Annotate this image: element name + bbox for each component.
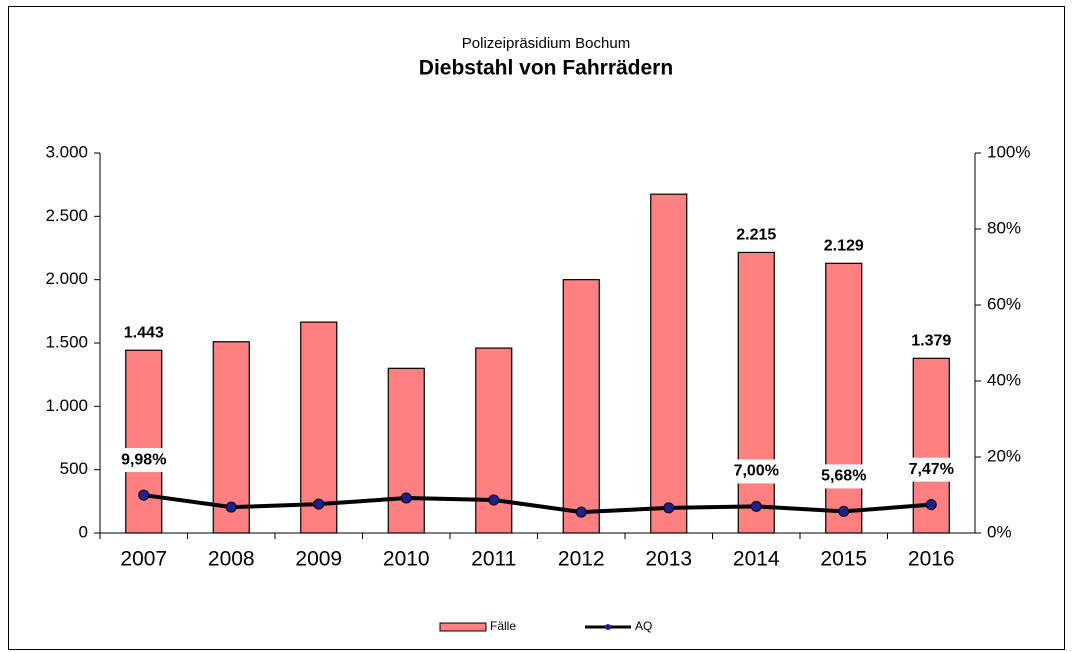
marker <box>138 489 150 501</box>
marker <box>663 502 675 514</box>
bar <box>212 341 250 534</box>
marker <box>925 499 937 511</box>
y2-tick-label: 100% <box>987 142 1030 161</box>
x-tick-label: 2012 <box>558 548 605 571</box>
data-label: 9,98% <box>121 451 166 468</box>
marker <box>488 494 500 506</box>
x-tick-label: 2011 <box>471 548 516 571</box>
data-label-bg <box>901 457 962 482</box>
legend-marker <box>605 624 611 630</box>
x-tick-label: 2016 <box>908 548 955 571</box>
bar <box>562 279 600 534</box>
line <box>143 493 932 515</box>
x-tick-label: 2014 <box>733 548 780 571</box>
y2-tick-label: 40% <box>987 370 1021 389</box>
x-tick-label: 2015 <box>820 548 867 571</box>
y2-tick-label: 0% <box>987 522 1012 541</box>
x-tick-label: 2009 <box>295 548 342 571</box>
data-label: 2.129 <box>824 238 864 255</box>
y-tick-label: 500 <box>60 459 88 478</box>
marker <box>750 500 762 512</box>
legend-label: AQ <box>635 619 652 633</box>
data-label: 1.379 <box>911 333 951 350</box>
data-label: 2.215 <box>736 227 776 244</box>
bar <box>650 193 688 534</box>
marker <box>313 498 325 510</box>
x-tick-label: 2010 <box>383 548 430 571</box>
chart-frame <box>8 6 1065 650</box>
bar <box>387 367 425 534</box>
bar <box>825 262 863 534</box>
marker <box>838 505 850 517</box>
y2-tick-label: 60% <box>987 294 1021 313</box>
bar <box>125 349 163 534</box>
x-tick-label: 2007 <box>120 548 167 571</box>
legend-label: Fälle <box>490 619 516 633</box>
y-tick-label: 1.000 <box>45 396 88 415</box>
y-tick-label: 2.500 <box>45 206 88 225</box>
chart-subtitle: Polizeipräsidium Bochum <box>462 35 630 52</box>
y2-tick-label: 20% <box>987 446 1021 465</box>
y-tick-label: 3.000 <box>45 142 88 161</box>
data-label-bg <box>726 459 787 484</box>
data-label-bg <box>813 464 874 489</box>
marker <box>400 492 412 504</box>
y2-tick-label: 80% <box>987 218 1021 237</box>
bar <box>737 251 775 534</box>
x-tick-label: 2013 <box>645 548 692 571</box>
data-label: 5,68% <box>821 468 866 485</box>
y-tick-label: 0 <box>79 522 88 541</box>
data-label: 1.443 <box>124 324 164 341</box>
bar <box>300 321 338 534</box>
chart-title: Diebstahl von Fahrrädern <box>419 57 673 80</box>
y-tick-label: 1.500 <box>45 332 88 351</box>
marker <box>575 506 587 518</box>
data-label: 7,00% <box>734 463 779 480</box>
marker <box>225 501 237 513</box>
data-label-bg <box>113 448 174 473</box>
y-tick-label: 2.000 <box>45 269 88 288</box>
x-tick-label: 2008 <box>208 548 255 571</box>
data-label: 7,47% <box>909 461 954 478</box>
legend-swatch <box>439 622 487 632</box>
